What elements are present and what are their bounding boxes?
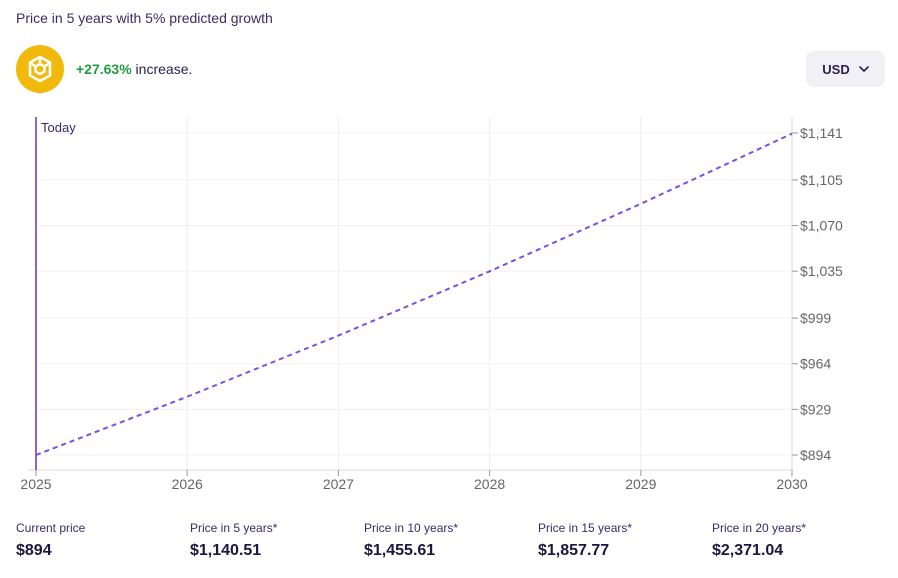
- stat-value: $894: [16, 542, 52, 559]
- stat-label: Current price: [16, 521, 86, 535]
- currency-select-button[interactable]: USD: [806, 51, 885, 87]
- page-title: Price in 5 years with 5% predicted growt…: [16, 10, 273, 26]
- increase-percent: +27.63%: [76, 61, 132, 77]
- currency-label: USD: [822, 61, 850, 77]
- chart-series: [35, 117, 793, 470]
- stat-value: $1,140.51: [190, 542, 262, 559]
- stat-item: Price in 15 years* $1,857.77: [538, 521, 632, 560]
- stat-value: $2,371.04: [712, 542, 784, 559]
- x-tick-label: 2025: [20, 476, 51, 492]
- stat-item: Price in 20 years* $2,371.04: [712, 521, 806, 560]
- stat-value: $1,455.61: [364, 542, 436, 559]
- y-tick-label: $999: [800, 310, 831, 326]
- chart-axes: [28, 117, 798, 478]
- x-tick-label: 2030: [776, 476, 807, 492]
- y-tick-label: $894: [800, 447, 831, 463]
- chart-labels: 2025 2026 2027 2028 2029 2030 $894 $929 $964 $999…: [20, 120, 843, 492]
- bnb-coin-icon: [16, 45, 64, 93]
- chevron-down-icon: [858, 66, 869, 72]
- stat-item: Price in 5 years* $1,140.51: [190, 521, 277, 560]
- x-tick-label: 2026: [172, 476, 203, 492]
- y-tick-label: $1,070: [800, 218, 843, 234]
- prediction-line: [35, 132, 793, 456]
- x-tick-label: 2027: [323, 476, 354, 492]
- stat-value: $1,857.77: [538, 542, 610, 559]
- chart-grid: [35, 117, 793, 470]
- stat-label: Price in 5 years*: [190, 521, 278, 535]
- bnb-logo-glyph: [28, 55, 52, 83]
- stat-label: Price in 20 years*: [712, 521, 807, 535]
- increase-text: +27.63% increase.: [76, 61, 192, 77]
- stat-item: Current price $894: [16, 521, 85, 560]
- x-tick-label: 2029: [625, 476, 656, 492]
- y-tick-label: $1,035: [800, 263, 843, 279]
- price-chart: 2025 2026 2027 2028 2029 2030 $894 $929 $964 $999…: [20, 117, 843, 492]
- stat-label: Price in 10 years*: [364, 521, 459, 535]
- y-tick-label: $1,141: [800, 125, 843, 141]
- y-tick-label: $964: [800, 356, 831, 372]
- y-tick-label: $1,105: [800, 172, 843, 188]
- today-label: Today: [41, 120, 76, 135]
- x-tick-label: 2028: [474, 476, 505, 492]
- y-tick-label: $929: [800, 401, 831, 417]
- stat-label: Price in 15 years*: [538, 521, 633, 535]
- increase-suffix: increase.: [131, 61, 193, 77]
- stat-item: Price in 10 years* $1,455.61: [364, 521, 458, 560]
